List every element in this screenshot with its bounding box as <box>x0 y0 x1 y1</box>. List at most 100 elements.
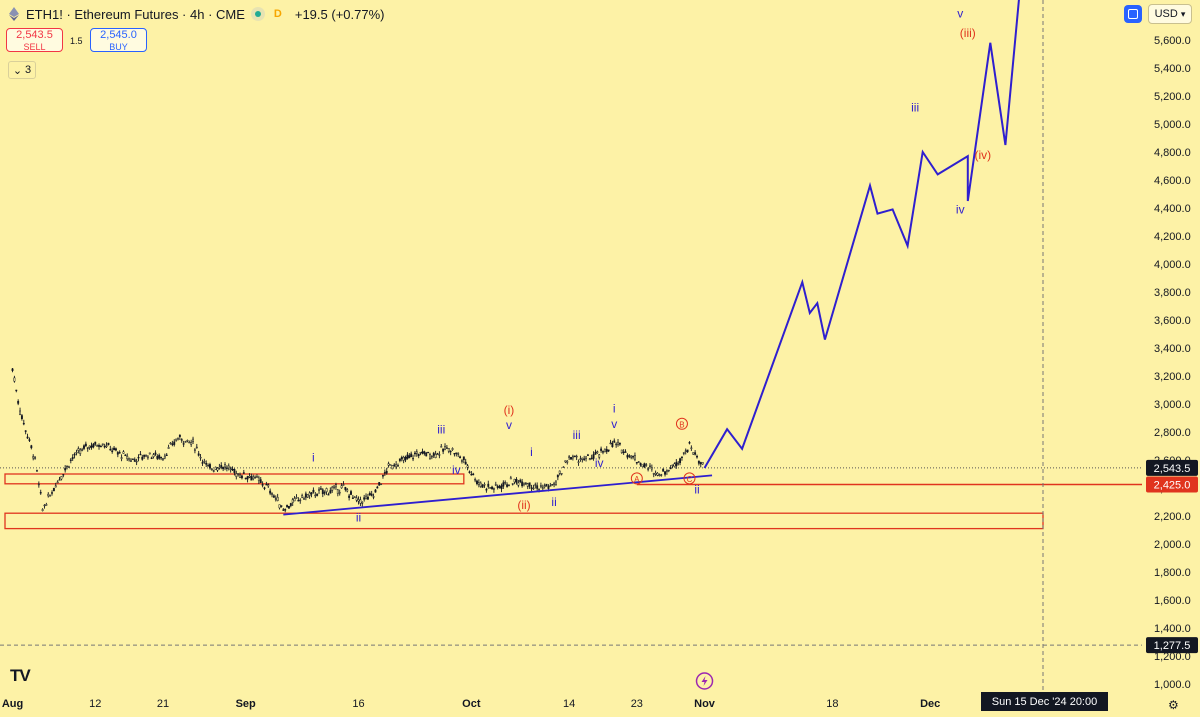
y-tick-label: 1,000.0 <box>1154 679 1191 691</box>
crosshair-date-label: Sun 15 Dec '24 20:00 <box>981 692 1108 711</box>
candle-body <box>573 455 576 457</box>
candle-body <box>460 460 463 462</box>
candle-body <box>271 493 273 495</box>
candle-body <box>397 465 399 467</box>
candle-body <box>543 485 546 487</box>
symbol-title[interactable]: ETH1! · Ethereum Futures · 4h · CME <box>26 6 245 22</box>
candle-body <box>494 484 497 486</box>
candle-body <box>297 499 300 502</box>
candle-body <box>605 449 608 452</box>
chevron-down-icon: ⌄ <box>12 64 23 77</box>
candle-body <box>346 489 349 492</box>
candle-body <box>532 487 535 490</box>
wave-label-4: v <box>506 418 512 432</box>
candle-body <box>353 496 356 498</box>
candle-body <box>233 468 236 473</box>
candle-body <box>49 495 52 497</box>
candle-body <box>45 504 48 506</box>
wave-label-17: iii <box>911 100 919 114</box>
candle-body <box>335 484 337 488</box>
candle-body <box>30 445 33 449</box>
candle-body <box>32 456 35 459</box>
candle-body <box>406 454 409 459</box>
wave-label-9: iii <box>573 428 581 442</box>
indicators-toggle[interactable]: ⌄ 3 <box>8 61 36 79</box>
candle-body <box>594 452 597 455</box>
candle-body <box>555 481 557 485</box>
candle-body <box>694 452 697 455</box>
candle-body <box>310 492 313 495</box>
candle-body <box>551 484 554 486</box>
candle-body <box>368 492 371 495</box>
candle-body <box>36 470 38 472</box>
x-tick-label: 18 <box>826 698 838 710</box>
buy-button[interactable]: 2,545.0 BUY <box>90 28 147 52</box>
wave-label-10: iv <box>595 456 604 470</box>
candle-body <box>77 448 80 451</box>
buy-label: BUY <box>109 42 128 52</box>
candle-body <box>182 443 185 445</box>
candle-body <box>553 482 556 485</box>
candle-body <box>287 505 290 509</box>
data-badge[interactable]: D <box>273 8 282 20</box>
candle-body <box>220 465 223 468</box>
candle-body <box>588 458 591 461</box>
candle-body <box>690 447 693 449</box>
candle-body <box>336 489 339 494</box>
candle-body <box>231 468 234 471</box>
candle-body <box>611 442 614 447</box>
x-tick-label: 12 <box>89 698 101 710</box>
currency-select[interactable]: USD ▾ <box>1148 4 1192 24</box>
gear-icon[interactable]: ⚙ <box>1168 698 1179 712</box>
candle-body <box>462 456 465 460</box>
tradingview-logo[interactable]: TV <box>10 666 31 686</box>
candle-body <box>52 487 55 492</box>
candle-body <box>617 441 619 445</box>
candle-body <box>483 484 486 486</box>
candle-body <box>229 468 232 470</box>
candle-body <box>413 452 416 455</box>
candle-body <box>28 439 31 441</box>
candle-body <box>156 456 159 459</box>
candle-body <box>193 449 196 451</box>
candle-body <box>643 463 646 468</box>
candle-body <box>308 492 311 496</box>
candle-body <box>536 485 539 489</box>
candle-body <box>654 472 657 475</box>
candle-body <box>526 483 529 487</box>
wave-label-6: (ii) <box>517 498 530 512</box>
snapshot-button[interactable] <box>1124 5 1142 23</box>
price-change: +19.5 (+0.77%) <box>294 6 385 22</box>
candle-body <box>154 452 157 455</box>
candle-body <box>321 489 324 495</box>
market-status-icon[interactable] <box>250 7 265 21</box>
candle-body <box>195 446 198 449</box>
sell-button[interactable]: 2,543.5 SELL <box>6 28 63 52</box>
candle-body <box>83 445 85 449</box>
candle-body <box>312 489 315 493</box>
candle-body <box>376 486 379 489</box>
candle-body <box>263 487 266 489</box>
candle-body <box>585 456 588 459</box>
candle-body <box>701 462 704 465</box>
candle-body <box>261 484 264 486</box>
wave-label-7: i <box>530 445 533 459</box>
candle-body <box>581 457 584 460</box>
candle-body <box>167 447 170 449</box>
y-tick-label: 2,000.0 <box>1154 539 1191 551</box>
candle-body <box>393 464 396 466</box>
candle-body <box>113 447 116 451</box>
candle-body <box>626 455 629 458</box>
candle-body <box>246 476 249 480</box>
candle-body <box>274 498 277 500</box>
candle-body <box>632 456 635 458</box>
candle-body <box>432 452 435 456</box>
candle-body <box>677 462 680 465</box>
candle-body <box>158 454 161 459</box>
candle-body <box>34 457 37 459</box>
candle-body <box>637 461 640 463</box>
candle-body <box>652 473 655 475</box>
candle-body <box>464 461 467 465</box>
candle-body <box>438 454 441 456</box>
